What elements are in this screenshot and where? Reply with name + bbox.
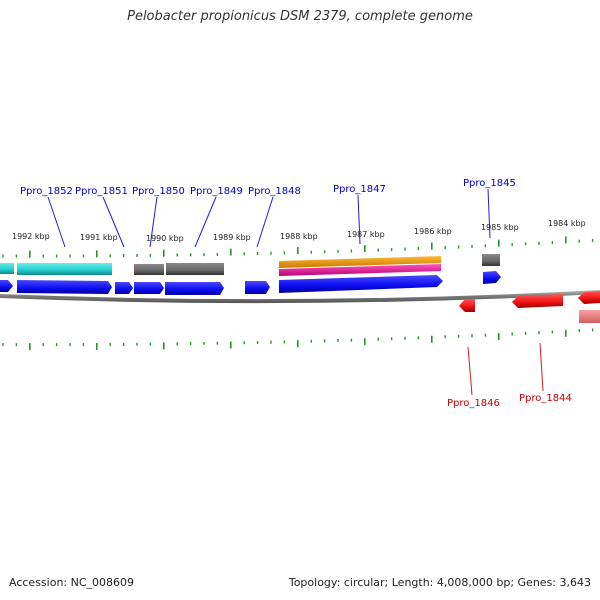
accession-text: Accession: NC_008609 (9, 576, 135, 589)
cyan-feature-2 (17, 263, 112, 275)
forward-strand-genes (0, 271, 501, 295)
gene-arrow-ppro-1850 (134, 282, 164, 294)
kbp-label-1988: 1988 kbp (280, 232, 318, 241)
gene-label-ppro-1848: Ppro_1848 (248, 186, 301, 197)
gene-label-ppro-1844: Ppro_1844 (519, 393, 572, 404)
leader-lines-bottom (467, 342, 544, 396)
gene-arrow-ppro-1845 (483, 271, 501, 284)
scale-labels: 1992 kbp 1991 kbp 1990 kbp 1989 kbp 1988… (12, 219, 586, 243)
kbp-label-1990: 1990 kbp (146, 234, 184, 243)
scale-ticks-bottom (2, 328, 594, 351)
scale-ticks-top (2, 236, 594, 258)
orange-feature (279, 256, 441, 268)
gray-feature-1 (134, 264, 164, 275)
kbp-label-1991: 1991 kbp (80, 233, 118, 242)
gene-arrow-ppro-1847 (279, 275, 443, 293)
kbp-label-1984: 1984 kbp (548, 219, 586, 228)
genome-title: Pelobacter propionicus DSM 2379, complet… (127, 9, 473, 24)
cyan-feature-1 (0, 263, 14, 274)
leader-lines-top (47, 188, 491, 248)
reverse-strand-genes (459, 291, 600, 323)
pink-feature (579, 310, 600, 323)
gene-arrow-ppro-1851 (115, 282, 133, 294)
gene-arrow-ppro-1848 (245, 281, 270, 294)
feature-track-upper (0, 254, 500, 276)
gene-arrow-ppro-1846 (459, 299, 475, 312)
gene-label-ppro-1849: Ppro_1849 (190, 186, 243, 197)
topology-text: Topology: circular; Length: 4,008,000 bp… (288, 576, 591, 589)
gene-label-ppro-1850: Ppro_1850 (132, 186, 185, 197)
gray-feature-3 (482, 254, 500, 266)
gene-label-ppro-1852: Ppro_1852 (20, 186, 73, 197)
gene-label-ppro-1847: Ppro_1847 (333, 184, 386, 195)
gene-label-ppro-1845: Ppro_1845 (463, 178, 516, 189)
gene-arrow-reverse-edge (578, 291, 600, 304)
gene-labels-top: Ppro_1852 Ppro_1851 Ppro_1850 Ppro_1849 … (20, 178, 516, 197)
gray-feature-2 (166, 263, 224, 275)
kbp-label-1989: 1989 kbp (213, 233, 251, 242)
gene-arrow-ppro-1852 (17, 280, 112, 294)
genome-backbone (0, 290, 600, 304)
gene-arrow-ppro-1849 (165, 282, 224, 295)
gene-arrow-forward (0, 280, 13, 292)
gene-labels-bottom: Ppro_1846 Ppro_1844 (447, 393, 572, 409)
gene-arrow-ppro-1844 (512, 294, 563, 308)
kbp-label-1987: 1987 kbp (347, 230, 385, 239)
gene-label-ppro-1851: Ppro_1851 (75, 186, 128, 197)
kbp-label-1992: 1992 kbp (12, 232, 50, 241)
kbp-label-1985: 1985 kbp (481, 223, 519, 232)
magenta-feature (279, 264, 441, 276)
gene-label-ppro-1846: Ppro_1846 (447, 398, 500, 409)
kbp-label-1986: 1986 kbp (414, 227, 452, 236)
